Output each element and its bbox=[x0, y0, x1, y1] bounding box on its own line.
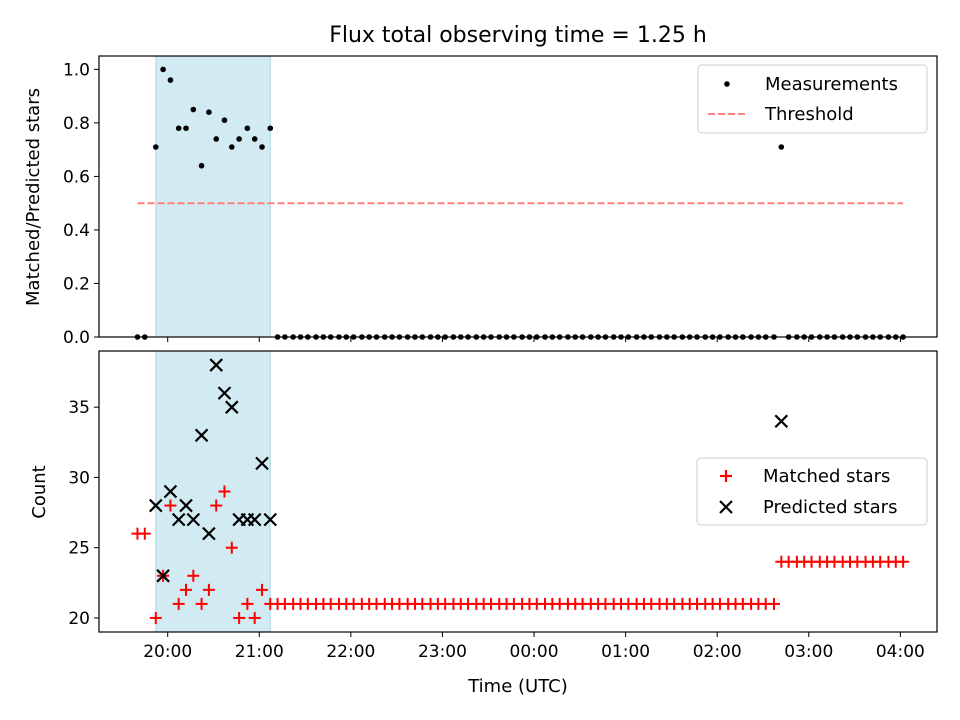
bottom-xlabel: Time (UTC) bbox=[467, 676, 568, 697]
matched-point bbox=[897, 555, 910, 568]
predicted-point bbox=[263, 512, 278, 527]
observing-window-span bbox=[155, 55, 271, 338]
y-tick-label: 35 bbox=[68, 398, 90, 418]
measurement-point bbox=[778, 144, 785, 150]
matched-point bbox=[225, 541, 238, 554]
measurement-point bbox=[190, 106, 197, 113]
measurement-point bbox=[206, 109, 212, 115]
y-tick-label: 30 bbox=[68, 468, 90, 488]
predicted-point bbox=[163, 484, 178, 499]
legend-matched-label: Matched stars bbox=[763, 466, 890, 487]
top-panel: 0.0 0.2 0.4 0.6 0.8 1.0 Matched/Predicted sta… bbox=[23, 55, 938, 348]
matched-point bbox=[248, 611, 261, 624]
legend-matched-marker bbox=[720, 470, 732, 482]
matched-point bbox=[218, 485, 231, 498]
measurement-point bbox=[236, 136, 242, 142]
y-tick-label: 0.6 bbox=[63, 167, 90, 187]
y-tick-label: 0.8 bbox=[63, 114, 90, 134]
predicted-point bbox=[209, 358, 224, 372]
y-tick-label: 0.4 bbox=[63, 221, 90, 241]
x-tick-label: 00:00 bbox=[510, 642, 559, 662]
measurement-point bbox=[228, 144, 235, 150]
y-tick-label: 25 bbox=[68, 539, 90, 559]
matched-point bbox=[233, 611, 246, 624]
x-tick-label: 02:00 bbox=[693, 642, 742, 662]
measurement-point bbox=[198, 162, 205, 169]
matched-point bbox=[164, 499, 177, 512]
legend-measurements-marker bbox=[724, 81, 730, 87]
measurement-point bbox=[152, 144, 159, 150]
measurement-point bbox=[183, 125, 189, 132]
bottom-panel-frame bbox=[98, 350, 938, 633]
x-tick-label: 03:00 bbox=[784, 642, 833, 662]
predicted-point bbox=[186, 512, 201, 527]
predicted-point bbox=[171, 512, 186, 527]
legend-measurements-label: Measurements bbox=[765, 74, 898, 95]
legend-threshold-label: Threshold bbox=[764, 104, 854, 125]
matched-point bbox=[767, 597, 780, 610]
measurement-point bbox=[160, 66, 166, 73]
matched-point bbox=[172, 597, 185, 610]
predicted-point bbox=[774, 414, 789, 429]
predicted-point bbox=[179, 498, 193, 513]
x-tick-label: 20:00 bbox=[143, 642, 192, 662]
matched-point bbox=[210, 499, 223, 512]
chart-title: Flux total observing time = 1.25 h bbox=[329, 23, 707, 48]
predicted-point bbox=[156, 569, 170, 583]
predicted-point bbox=[225, 400, 239, 414]
legend-predicted-label: Predicted stars bbox=[763, 497, 897, 518]
x-tick-label: 22:00 bbox=[326, 642, 375, 662]
measurement-point bbox=[259, 144, 265, 150]
matched-point bbox=[195, 597, 208, 610]
matched-point bbox=[241, 597, 254, 610]
predicted-point bbox=[149, 498, 163, 513]
top-ylabel: Matched/Predicted stars bbox=[23, 88, 44, 306]
top-panel-frame bbox=[98, 55, 938, 338]
y-tick-label: 0.0 bbox=[63, 328, 90, 348]
top-legend: Measurements Threshold bbox=[697, 64, 928, 134]
x-tick-label: 23:00 bbox=[418, 642, 467, 662]
y-tick-label: 20 bbox=[68, 609, 90, 629]
bottom-ylabel: Count bbox=[29, 465, 50, 518]
measurement-point bbox=[175, 125, 182, 132]
predicted-point bbox=[247, 512, 262, 527]
matched-point bbox=[202, 583, 215, 596]
x-tick-label: 01:00 bbox=[601, 642, 650, 662]
matched-point bbox=[187, 569, 200, 582]
measurement-point bbox=[221, 117, 228, 124]
predicted-point bbox=[255, 456, 269, 471]
matched-point bbox=[138, 527, 151, 540]
y-tick-label: 1.0 bbox=[63, 60, 90, 80]
observing-window-span bbox=[155, 350, 271, 633]
legend-predicted-marker bbox=[719, 500, 733, 514]
predicted-point bbox=[217, 386, 232, 400]
measurement-point bbox=[267, 125, 274, 132]
matched-point bbox=[180, 583, 193, 596]
measurement-point bbox=[167, 77, 174, 83]
measurement-point bbox=[213, 136, 220, 142]
predicted-point bbox=[194, 428, 209, 443]
matched-point bbox=[149, 611, 162, 624]
measurement-point bbox=[244, 125, 251, 132]
matched-point bbox=[256, 583, 269, 596]
predicted-point bbox=[202, 526, 216, 541]
bottom-legend: Matched stars Predicted stars bbox=[696, 457, 928, 526]
measurement-point bbox=[251, 136, 258, 142]
bottom-panel: 20 25 30 35 20:00 21:00 22:00 23:00 00:00 01:00 02… bbox=[29, 350, 938, 697]
x-tick-label: 21:00 bbox=[235, 642, 284, 662]
y-tick-label: 0.2 bbox=[63, 274, 90, 294]
x-tick-label: 04:00 bbox=[876, 642, 925, 662]
